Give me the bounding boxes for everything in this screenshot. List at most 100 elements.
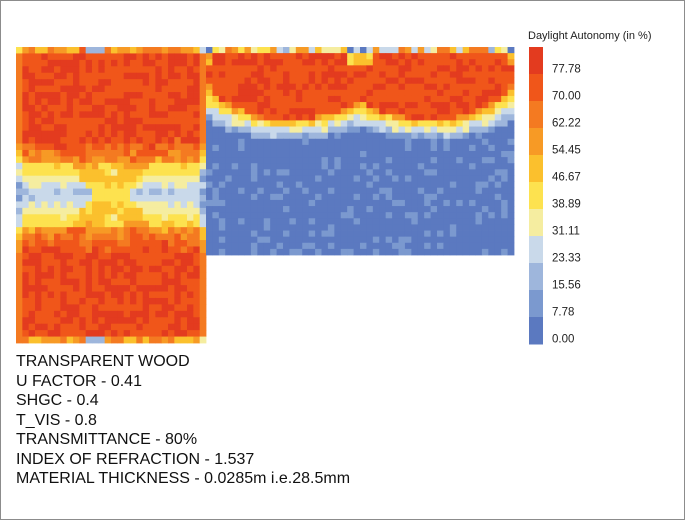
left-room-cell: [47, 104, 55, 112]
right-room-cell: [283, 242, 290, 250]
left-room-cell: [136, 317, 144, 325]
left-room-cell: [73, 149, 80, 157]
left-room-cell: [47, 53, 55, 61]
left-room-cell: [193, 317, 201, 325]
left-room-cell: [98, 233, 106, 241]
right-room-cell: [385, 102, 393, 109]
left-room-cell: [47, 188, 55, 196]
right-room-cell: [315, 169, 322, 176]
right-room-cell: [225, 175, 233, 182]
right-room-cell: [449, 157, 457, 164]
left-room-cell: [35, 330, 42, 337]
left-room-cell: [22, 66, 30, 74]
right-room-cell: [488, 95, 496, 103]
right-room-cell: [501, 199, 508, 207]
right-room-cell: [411, 151, 419, 158]
right-room-cell: [404, 132, 412, 140]
left-room-cell: [28, 124, 36, 132]
left-room-cell: [79, 175, 87, 183]
right-room-cell: [411, 230, 419, 238]
left-room-cell: [79, 130, 87, 138]
left-room-cell: [16, 85, 23, 93]
right-room-cell: [347, 95, 354, 103]
right-room-cell: [430, 77, 438, 85]
right-room-cell: [372, 175, 380, 182]
left-room-cell: [149, 265, 156, 273]
left-room-cell: [155, 207, 163, 215]
right-room-cell: [385, 193, 393, 201]
right-room-cell: [372, 212, 380, 219]
left-room-cell: [117, 72, 125, 80]
right-room-cell: [353, 53, 361, 60]
right-room-cell: [366, 206, 374, 213]
right-room-cell: [481, 89, 489, 97]
left-room-cell: [66, 233, 74, 241]
left-room-cell: [35, 85, 42, 93]
left-room-cell: [187, 72, 194, 80]
right-room-cell: [469, 120, 476, 127]
right-room-cell: [263, 108, 271, 115]
left-room-cell: [180, 323, 188, 331]
left-room-cell: [117, 297, 125, 305]
left-room-cell: [22, 246, 30, 254]
right-room-cell: [404, 206, 412, 213]
right-room-cell: [347, 169, 354, 176]
right-room-cell: [501, 47, 508, 54]
left-room-cell: [16, 169, 23, 177]
right-room-cell: [398, 132, 406, 140]
left-room-cell: [16, 201, 23, 209]
right-room-cell: [424, 120, 431, 127]
left-room-cell: [142, 47, 150, 54]
left-room-cell: [66, 175, 74, 183]
right-room-cell: [481, 151, 489, 158]
right-room-cell: [443, 138, 451, 146]
right-room-cell: [360, 114, 367, 121]
right-room-cell: [206, 187, 213, 195]
right-room-cell: [321, 193, 329, 201]
right-room-cell: [283, 144, 290, 152]
right-room-cell: [462, 47, 470, 54]
right-room-cell: [250, 218, 258, 225]
left-room-cell: [193, 304, 201, 312]
right-room-cell: [488, 242, 496, 250]
left-room-cell: [123, 233, 131, 241]
left-room-cell: [130, 265, 137, 273]
left-room-cell: [66, 304, 74, 312]
left-room-cell: [73, 317, 80, 325]
right-room-cell: [250, 206, 258, 213]
right-room-cell: [424, 71, 431, 78]
right-room-cell: [481, 212, 489, 219]
right-room-cell: [424, 108, 431, 115]
left-room-cell: [104, 130, 112, 138]
right-room-cell: [302, 151, 310, 158]
right-room-cell: [424, 47, 431, 54]
right-room-cell: [481, 224, 489, 231]
right-room-cell: [494, 187, 502, 195]
left-room-cell: [66, 201, 74, 209]
right-room-cell: [424, 187, 431, 195]
left-room-cell: [123, 201, 131, 209]
left-room-cell: [60, 137, 68, 144]
left-room-cell: [111, 111, 118, 119]
right-room-cell: [443, 169, 451, 176]
left-room-cell: [199, 227, 207, 234]
right-room-cell: [295, 65, 303, 72]
left-room-cell: [155, 201, 163, 209]
left-room-cell: [180, 85, 188, 93]
right-room-cell: [360, 144, 367, 152]
left-room-cell: [104, 72, 112, 80]
left-room-cell: [142, 201, 150, 209]
right-room-cell: [225, 199, 233, 207]
right-room-cell: [443, 236, 451, 244]
right-room-cell: [417, 248, 425, 256]
right-room-cell: [417, 151, 425, 158]
right-room-cell: [372, 77, 380, 85]
right-room-cell: [443, 95, 451, 103]
right-room-cell: [411, 248, 419, 256]
right-room-cell: [507, 157, 515, 164]
right-room-cell: [404, 224, 412, 231]
right-room-cell: [488, 47, 496, 54]
right-room-cell: [289, 132, 297, 140]
left-room-cell: [199, 188, 207, 196]
right-room-cell: [289, 95, 297, 103]
